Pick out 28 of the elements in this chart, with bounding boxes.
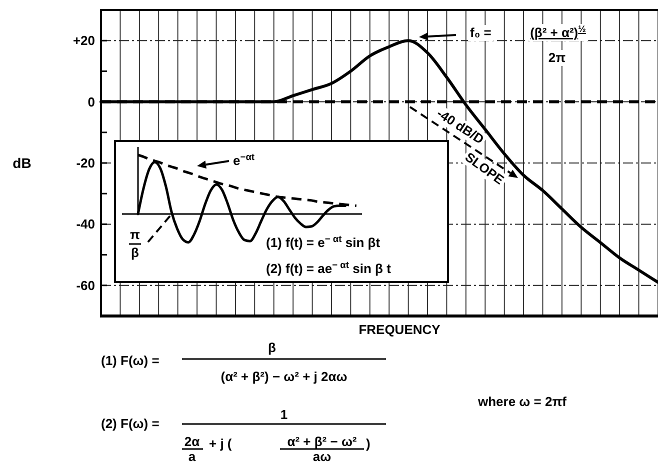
text: (1) F(ω) = — [101, 353, 160, 368]
text: β — [268, 340, 276, 355]
text: a — [188, 449, 196, 464]
text: + j ( — [209, 436, 232, 451]
text: (α² + β²) − ω² + j 2αω — [220, 369, 348, 384]
annotation: -40 dB/D — [434, 106, 487, 147]
y-axis-title: dB — [12, 155, 32, 171]
x-axis-title: FREQUENCY — [358, 322, 441, 337]
text: α² + β² − ω² — [287, 434, 358, 449]
text: 1 — [280, 407, 288, 422]
annotation: e$^{−αt}$ — [233, 152, 255, 168]
text: ) — [366, 436, 370, 451]
annotation: (2) f(t) = ae$^{− αt}$ sin β t — [266, 260, 392, 276]
annotation: (1) f(t) = e$^{− αt}$ sin βt — [266, 234, 381, 250]
y-tick-label: -40 — [76, 216, 95, 232]
annotation: π — [130, 227, 140, 242]
annotation: 2π — [548, 50, 566, 65]
text: (2) F(ω) = — [101, 416, 160, 431]
annotation: β — [131, 245, 140, 260]
text: aω — [312, 449, 332, 464]
y-tick-label: 0 — [88, 94, 95, 110]
text: where ω = 2πf — [477, 394, 568, 409]
y-tick-label: -20 — [76, 156, 95, 170]
y-tick-label: -60 — [76, 278, 95, 293]
annotation: f₀ = — [470, 25, 492, 40]
text: 2α — [184, 434, 200, 449]
y-tick-label: +20 — [72, 33, 95, 48]
annotation: (β² + α²)$^{½}$ — [530, 24, 586, 40]
